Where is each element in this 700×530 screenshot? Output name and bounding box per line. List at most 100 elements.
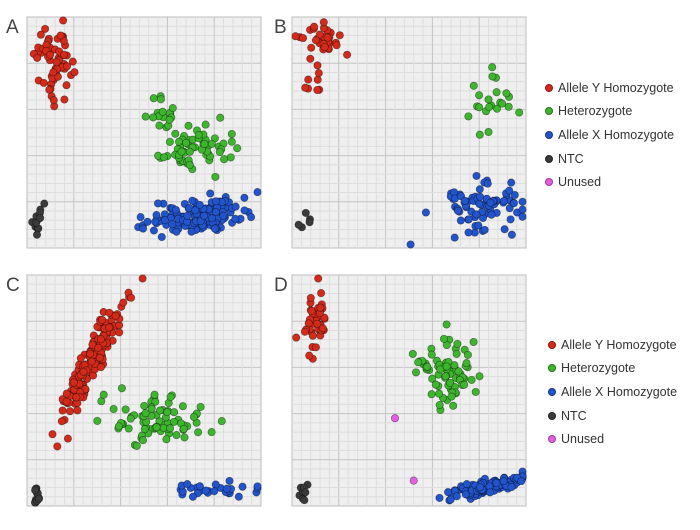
data-point (96, 363, 106, 372)
data-point (488, 72, 497, 81)
data-point (40, 199, 49, 208)
data-point (226, 153, 235, 162)
data-point (150, 390, 159, 399)
data-point (480, 225, 489, 234)
data-point (165, 115, 174, 124)
data-point (166, 424, 175, 433)
data-point (119, 298, 128, 307)
data-point (475, 199, 484, 208)
data-point (456, 216, 465, 225)
data-point (292, 333, 301, 342)
data-point (332, 41, 341, 50)
series-allele-y-homozygote (291, 18, 352, 95)
data-point (240, 206, 249, 215)
data-point (187, 227, 196, 236)
data-point (472, 210, 481, 219)
data-point (180, 433, 189, 442)
data-point (174, 137, 184, 146)
data-point (505, 186, 514, 195)
data-point (172, 227, 181, 236)
heterozygote-marker-icon (548, 364, 556, 373)
data-point (406, 240, 415, 249)
series-allele-y-homozygote (292, 274, 329, 363)
series-heterozygote (141, 92, 242, 181)
data-point (343, 50, 352, 59)
data-point (442, 362, 451, 371)
data-point (124, 424, 133, 433)
data-point (452, 349, 461, 358)
data-point (441, 372, 450, 381)
data-point (49, 96, 58, 105)
data-point (460, 380, 469, 389)
data-point (183, 480, 192, 489)
data-point (211, 197, 221, 206)
data-point (62, 81, 71, 90)
data-point (62, 62, 72, 71)
data-point (151, 217, 160, 226)
data-point (475, 372, 484, 381)
legend-item-unused: Unused (548, 427, 677, 451)
data-point (121, 405, 130, 414)
data-point (73, 406, 82, 415)
data-point (105, 323, 114, 332)
data-point (138, 436, 148, 445)
data-point (436, 365, 445, 374)
data-point (149, 94, 158, 103)
data-point (220, 155, 229, 164)
legend-item-heterozygote: Heterozygote (548, 357, 677, 381)
data-point (189, 412, 198, 422)
data-point (96, 335, 105, 344)
panel-label-c: C (6, 275, 20, 296)
data-point (467, 375, 476, 384)
gridlines (292, 275, 526, 506)
legend-item-unused: Unused (545, 170, 674, 194)
data-point (461, 490, 470, 499)
data-point (306, 54, 315, 63)
data-point (184, 121, 193, 130)
data-point (510, 190, 519, 200)
data-point (507, 483, 516, 492)
data-point (472, 171, 481, 180)
data-point (247, 213, 256, 222)
data-point (76, 354, 85, 363)
data-point (159, 153, 168, 162)
series-ntc (294, 208, 314, 232)
data-point (65, 407, 75, 416)
data-point (443, 488, 453, 497)
data-point (63, 434, 72, 443)
data-point (141, 112, 150, 121)
data-point (140, 401, 149, 410)
data-point (518, 212, 527, 221)
data-point (200, 211, 209, 220)
data-point (492, 104, 502, 113)
data-point (117, 384, 126, 393)
legend-label: Heterozygote (558, 104, 633, 119)
legend-item-allele-y: Allele Y Homozygote (545, 76, 674, 100)
data-point (504, 102, 513, 111)
data-point (111, 311, 120, 320)
data-point (460, 196, 470, 205)
data-point (168, 104, 177, 113)
data-point (98, 315, 107, 324)
data-point (442, 320, 451, 329)
data-point (169, 417, 178, 426)
data-point (99, 390, 108, 399)
panel-d (291, 274, 527, 507)
heterozygote-marker-icon (545, 107, 553, 116)
data-point (463, 350, 472, 359)
data-point (143, 217, 152, 226)
data-point (45, 85, 54, 94)
gridlines (292, 17, 526, 248)
data-point (178, 402, 187, 411)
data-point (475, 130, 484, 139)
data-point (210, 487, 219, 496)
data-point (300, 327, 309, 336)
data-point (95, 353, 104, 362)
data-point (70, 68, 79, 77)
data-point (310, 22, 319, 31)
data-point (194, 130, 203, 140)
series-allele-x-homozygote (406, 171, 527, 249)
data-point (421, 208, 430, 217)
plot-area (291, 274, 527, 507)
data-point (36, 30, 45, 39)
